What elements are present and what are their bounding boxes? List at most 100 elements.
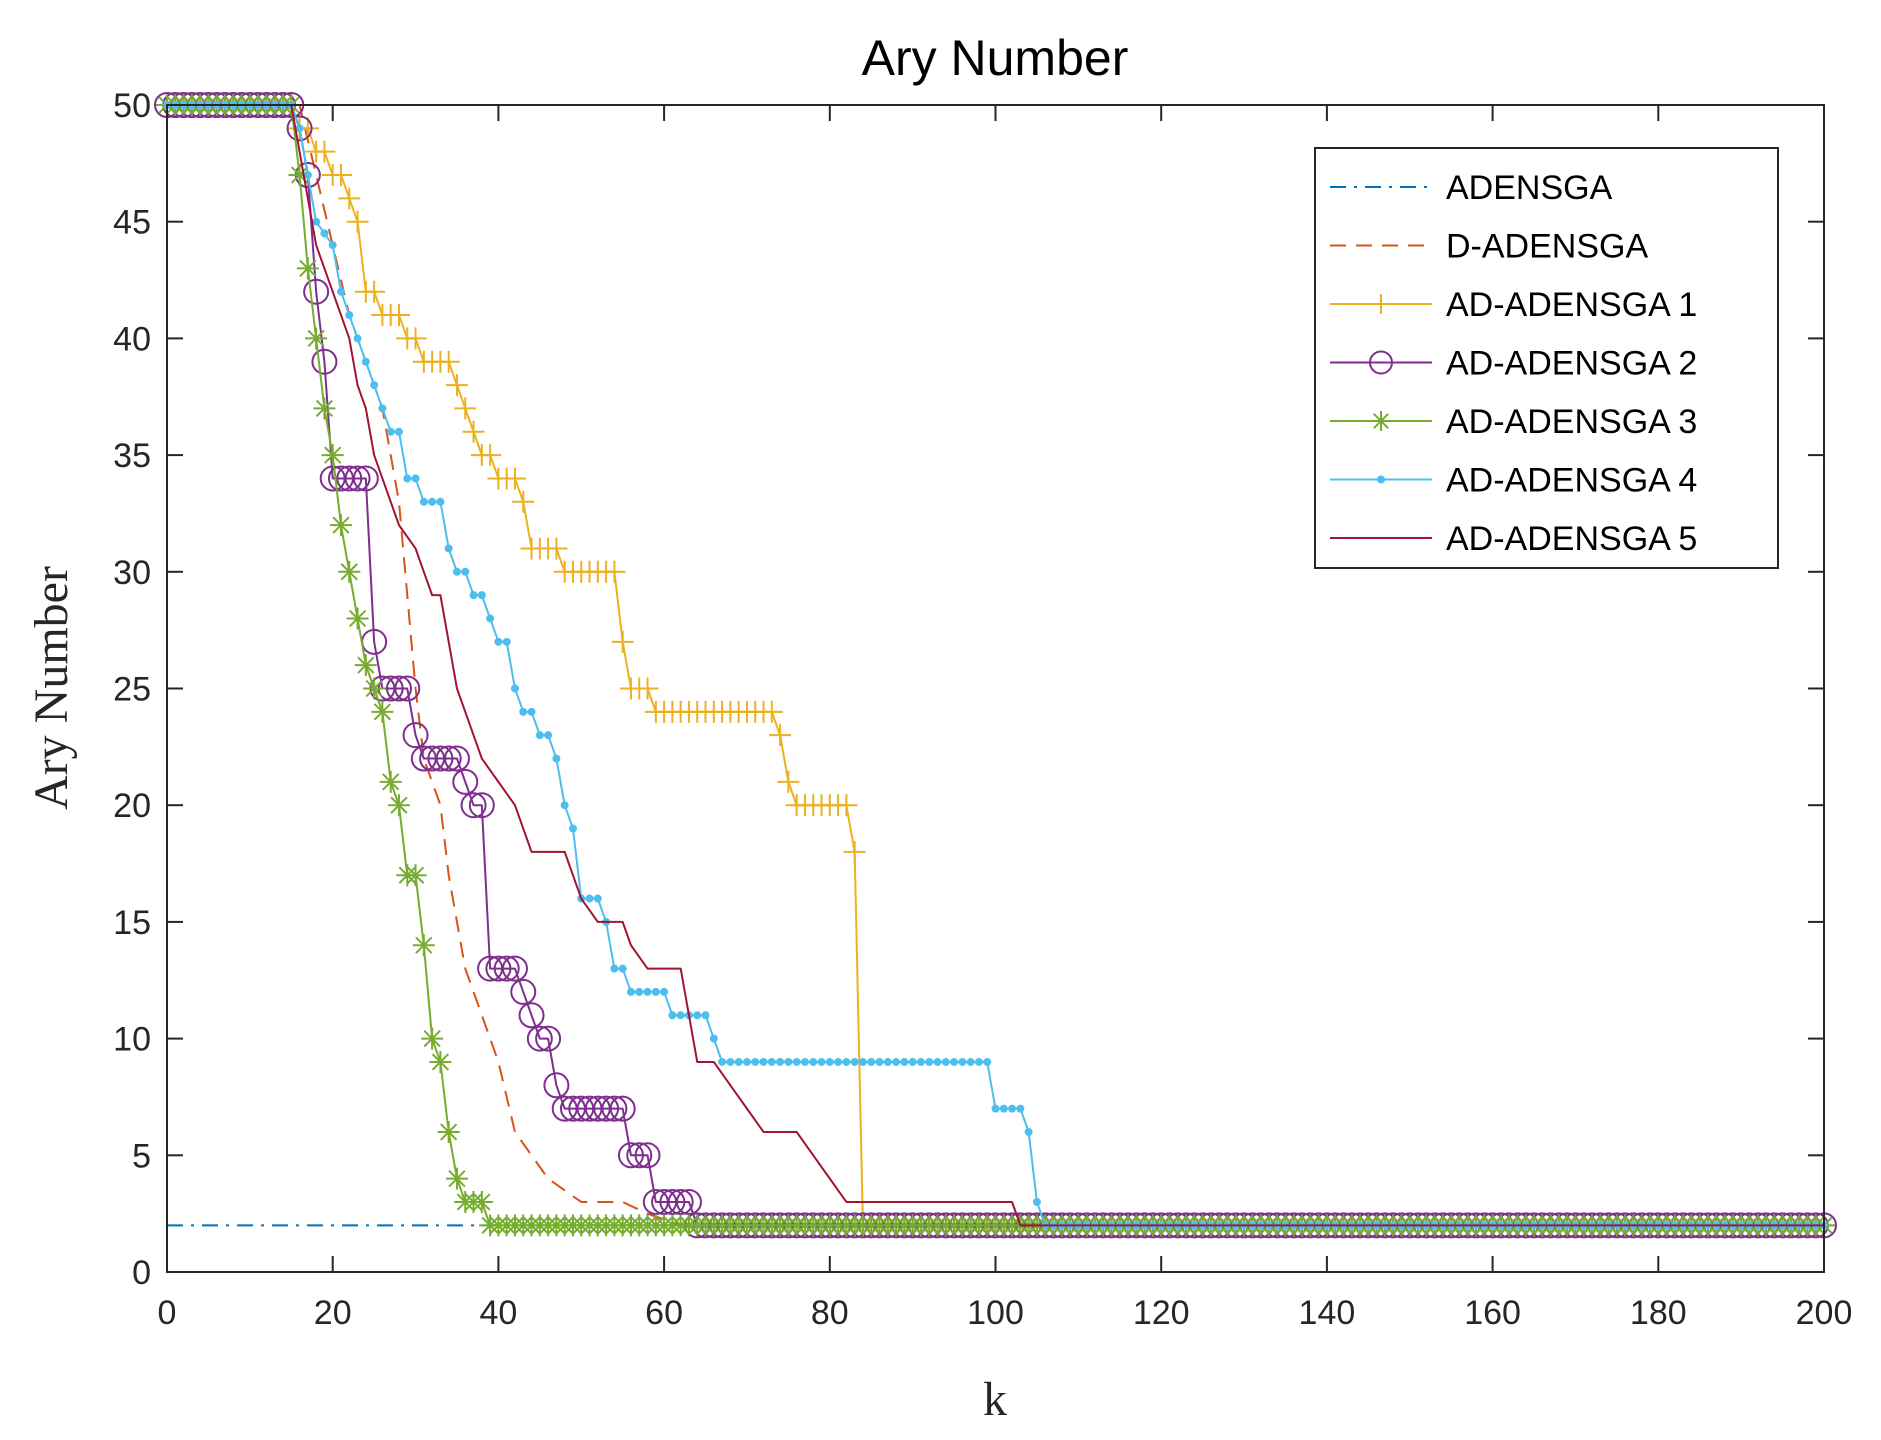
series-3-marker	[545, 537, 568, 560]
series-4-marker	[402, 722, 429, 749]
series-6-marker	[974, 1057, 983, 1066]
series-6-marker	[883, 1057, 892, 1066]
series-5-marker	[288, 164, 311, 187]
series-6-marker	[676, 1011, 685, 1020]
series-3-marker	[338, 187, 361, 210]
series-3-marker	[437, 350, 460, 373]
series-6-marker	[477, 591, 486, 600]
series-4-marker	[336, 465, 363, 492]
series-6-marker	[519, 707, 528, 716]
series-6-marker	[784, 1057, 793, 1066]
series-6-marker	[303, 171, 312, 180]
x-tick-label: 160	[1464, 1294, 1521, 1332]
series-5-marker	[421, 1027, 444, 1050]
legend-label: ADENSGA	[1446, 169, 1613, 207]
series-6-marker	[643, 987, 652, 996]
series-6-marker	[966, 1057, 975, 1066]
y-tick-label: 35	[113, 437, 151, 475]
y-tick-label: 25	[113, 671, 151, 709]
y-tick-label: 40	[113, 320, 151, 358]
y-tick-label: 15	[113, 904, 151, 942]
series-3-marker	[329, 164, 352, 187]
series-6-marker	[983, 1057, 992, 1066]
x-tick-label: 200	[1796, 1294, 1853, 1332]
legend-item-3: AD-ADENSGA 1	[1330, 286, 1697, 324]
series-6-marker	[800, 1057, 809, 1066]
series-3-marker	[760, 700, 783, 723]
series-6-marker	[759, 1057, 768, 1066]
series-6-marker	[610, 964, 619, 973]
series-4-marker	[526, 1025, 553, 1052]
series-6-marker	[858, 1057, 867, 1066]
series-3-marker	[835, 794, 858, 817]
series-6-marker	[734, 1057, 743, 1066]
series-4-marker	[286, 115, 313, 142]
legend-label: AD-ADENSGA 3	[1446, 403, 1697, 441]
series-5-marker	[387, 794, 410, 817]
series-6-marker	[527, 707, 536, 716]
series-4-marker	[352, 465, 379, 492]
series-6-marker	[792, 1057, 801, 1066]
series-6-marker	[991, 1104, 1000, 1113]
series-4-marker	[394, 675, 421, 702]
series-5-marker	[445, 1167, 468, 1190]
series-4-marker	[493, 955, 520, 982]
series-6-marker	[809, 1057, 818, 1066]
legend-label: AD-ADENSGA 1	[1446, 286, 1697, 324]
legend-marker	[1377, 475, 1385, 484]
series-4-marker	[675, 1188, 702, 1215]
series-5-marker	[379, 770, 402, 793]
series-6-marker	[312, 217, 321, 226]
chart-title: Ary Number	[862, 30, 1129, 86]
series-6-marker	[1032, 1197, 1041, 1206]
series-6-marker	[958, 1057, 967, 1066]
series-6-marker	[842, 1057, 851, 1066]
series-4-marker	[460, 792, 487, 819]
legend-item-1: ADENSGA	[1330, 169, 1613, 207]
series-6-marker	[892, 1057, 901, 1066]
series-6-marker	[867, 1057, 876, 1066]
series-5-marker	[296, 257, 319, 280]
series-5-marker	[371, 700, 394, 723]
x-tick-label: 140	[1299, 1294, 1356, 1332]
series-6-marker	[510, 684, 519, 693]
series-6-marker	[469, 591, 478, 600]
series-4-marker	[311, 348, 338, 375]
series-3-marker	[346, 210, 369, 233]
series-6-marker	[345, 311, 354, 320]
series-4-marker	[485, 955, 512, 982]
series-4-marker	[659, 1188, 686, 1215]
series-3-marker	[603, 560, 626, 583]
x-tick-label: 20	[314, 1294, 352, 1332]
series-6-marker	[834, 1057, 843, 1066]
series-6-marker	[394, 427, 403, 436]
y-tick-label: 50	[113, 87, 151, 125]
series-3-marker	[843, 840, 866, 863]
x-axis-label: k	[983, 1373, 1007, 1426]
series-6-marker	[767, 1057, 776, 1066]
legend-label: AD-ADENSGA 4	[1446, 462, 1697, 500]
series-5-marker	[363, 677, 386, 700]
series-5-marker	[321, 444, 344, 467]
series-6-marker	[693, 1011, 702, 1020]
y-tick-label: 20	[113, 787, 151, 825]
series-6-marker	[925, 1057, 934, 1066]
y-tick-label: 45	[113, 204, 151, 242]
series-4-marker	[303, 278, 330, 305]
series-6-marker	[950, 1057, 959, 1066]
series-6-marker	[916, 1057, 925, 1066]
legend-label: AD-ADENSGA 2	[1446, 345, 1697, 383]
series-6-marker	[419, 497, 428, 506]
series-6-marker	[701, 1011, 710, 1020]
series-5-marker	[346, 607, 369, 630]
series-6-marker	[436, 497, 445, 506]
legend-marker	[1371, 411, 1391, 431]
series-line-7	[167, 104, 1824, 1227]
legend-item-4: AD-ADENSGA 2	[1330, 345, 1697, 383]
series-6-marker	[999, 1104, 1008, 1113]
y-axis-label: Ary Number	[25, 566, 78, 810]
series-3-marker	[363, 280, 386, 303]
series-6-marker	[502, 637, 511, 646]
series-5-marker	[404, 864, 427, 887]
